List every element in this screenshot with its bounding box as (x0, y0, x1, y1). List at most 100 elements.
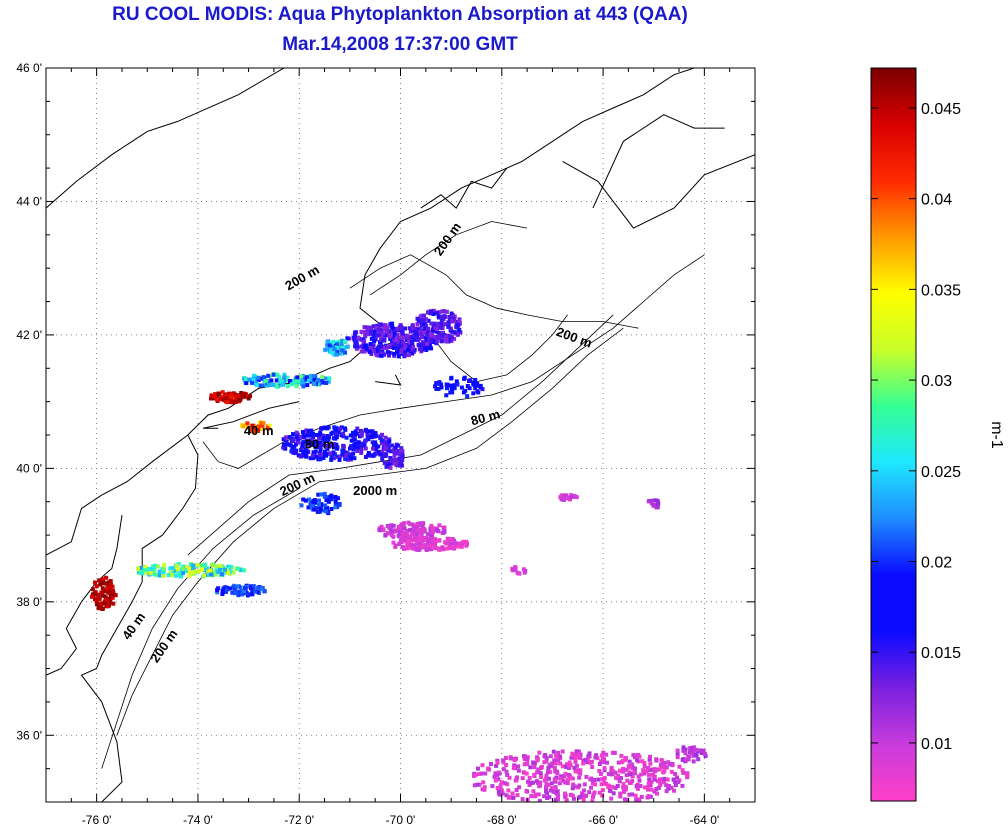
data-pixel (308, 373, 313, 378)
data-pixel (559, 493, 564, 498)
data-pixel (412, 347, 417, 352)
data-pixel (394, 460, 399, 465)
data-pixel (424, 330, 429, 335)
data-pixel (569, 776, 574, 781)
data-pixel (363, 455, 368, 459)
data-pixel (499, 780, 504, 785)
data-pixel (514, 778, 519, 783)
data-pixel (455, 382, 460, 387)
data-pixel (496, 777, 501, 782)
data-pixel (218, 566, 223, 571)
data-pixel (345, 336, 350, 341)
data-pixel (202, 573, 207, 578)
data-pixel (441, 530, 446, 535)
data-pixel (652, 789, 657, 794)
data-pixel (605, 760, 609, 765)
data-pixel (577, 783, 582, 788)
data-pixel (228, 394, 233, 399)
data-pixel (190, 566, 195, 571)
data-pixel (296, 438, 301, 443)
data-pixel (417, 545, 422, 550)
data-pixel (544, 789, 548, 794)
data-pixel (672, 788, 676, 793)
data-pixel (578, 794, 583, 799)
data-pixel (335, 444, 340, 449)
data-pixel (391, 540, 396, 545)
data-pixel (434, 324, 439, 329)
data-pixel (317, 502, 321, 507)
data-pixel (385, 325, 390, 330)
data-pixel (438, 322, 443, 327)
absorption-data (90, 308, 708, 802)
data-pixel (429, 346, 434, 351)
data-pixel (386, 446, 391, 450)
coastline-segment (202, 401, 300, 429)
data-pixel (236, 593, 241, 598)
data-pixel (357, 445, 362, 450)
data-pixel (396, 347, 401, 351)
data-pixel (319, 379, 324, 384)
data-pixel (547, 795, 552, 800)
data-pixel (342, 426, 347, 431)
data-pixel (480, 771, 485, 776)
data-pixel (314, 433, 319, 437)
data-pixel (135, 566, 140, 571)
data-pixel (451, 316, 456, 321)
data-pixel (554, 754, 559, 759)
data-pixel (661, 764, 666, 769)
data-pixel (539, 775, 544, 779)
data-pixel (574, 754, 579, 759)
data-pixel (317, 498, 321, 503)
data-pixel (529, 781, 533, 786)
data-pixel (462, 375, 467, 380)
bathymetry-contours (101, 221, 705, 769)
data-pixel (256, 378, 261, 382)
data-pixel (625, 798, 630, 802)
data-pixel (284, 439, 289, 444)
data-pixel (421, 340, 426, 345)
data-pixel (265, 426, 270, 431)
data-pixel (406, 347, 411, 352)
data-pixel (397, 336, 401, 341)
data-pixel (449, 541, 454, 546)
data-pixel (618, 776, 623, 780)
data-pixel (342, 339, 347, 344)
data-pixel (511, 765, 516, 770)
data-pixel (322, 452, 327, 457)
data-pixel (565, 781, 570, 786)
data-pixel (209, 396, 213, 401)
data-pixel (508, 756, 513, 761)
colorbar: 0.01 0.015 0.02 0.025 0.03 0.035 0.04 0.045 (870, 67, 961, 802)
data-pixel (333, 433, 338, 437)
data-pixel (348, 433, 353, 438)
data-pixel (560, 764, 565, 769)
data-pixel (213, 572, 218, 577)
data-pixel (477, 782, 482, 787)
data-pixel (538, 766, 543, 771)
data-pixel (582, 782, 587, 787)
data-pixel (649, 787, 654, 792)
data-pixel (365, 432, 370, 437)
data-pixel (460, 542, 465, 547)
data-pixel (393, 451, 398, 456)
data-pixel (155, 564, 160, 569)
data-pixel (563, 791, 568, 796)
data-pixel (325, 447, 330, 452)
data-pixel (577, 749, 581, 754)
data-pixel (223, 398, 228, 403)
data-pixel (430, 526, 435, 531)
data-pixel (662, 776, 667, 781)
data-pixel (582, 793, 587, 798)
data-pixel (431, 312, 436, 316)
data-pixel (566, 766, 571, 770)
data-pixel (394, 344, 399, 349)
data-pixel (332, 347, 337, 352)
data-pixel (633, 793, 638, 798)
data-pixel (266, 373, 271, 378)
data-pixel (644, 769, 649, 774)
y-tick-label: 38 0' (16, 595, 42, 609)
data-pixel (558, 761, 563, 766)
data-pixel (199, 563, 204, 568)
data-pixel (408, 522, 413, 527)
data-pixel (205, 573, 210, 577)
